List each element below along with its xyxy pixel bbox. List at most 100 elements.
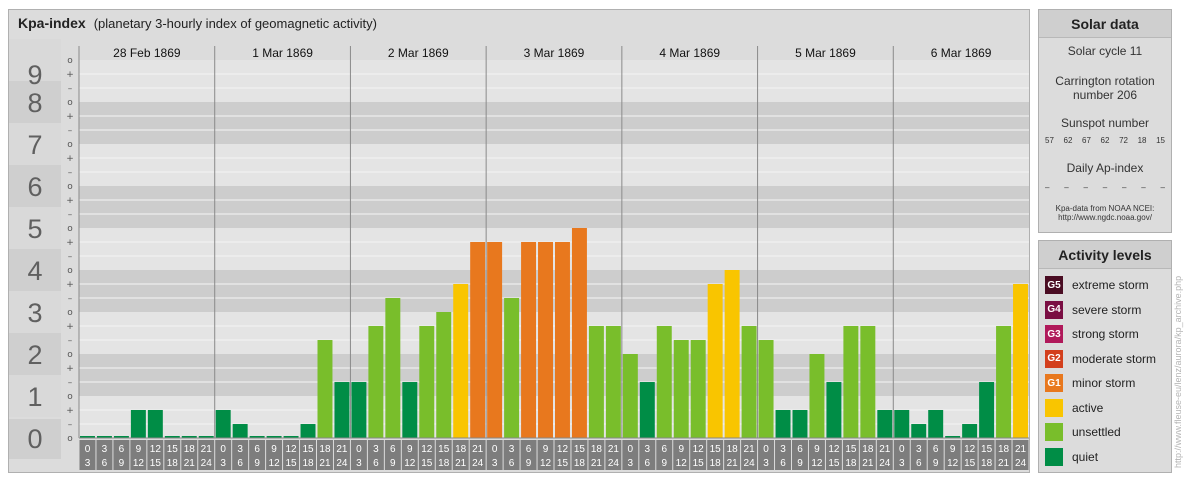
chart-title: Kpa-index (planetary 3-hourly index of ge… (18, 15, 377, 31)
interval-start-label: 21 (1015, 444, 1027, 455)
activity-levels-legend: Activity levels G5 extreme storm G4 seve… (1038, 240, 1172, 473)
source-line2[interactable]: http://www.ngdc.noaa.gov/ (1058, 213, 1152, 222)
kp-band (79, 144, 1029, 186)
solar-data-title: Solar data (1039, 10, 1171, 38)
interval-end-label: 6 (645, 458, 651, 469)
sub-tick-label: o (67, 182, 73, 192)
day-label: 3 Mar 1869 (524, 46, 585, 60)
kp-bar (843, 325, 859, 438)
interval-start-label: 9 (407, 444, 413, 455)
kp-bar (996, 325, 1012, 438)
interval-end-label: 9 (933, 458, 939, 469)
interval-box (503, 440, 520, 470)
interval-box (249, 440, 266, 470)
interval-end-label: 15 (693, 458, 705, 469)
interval-box (673, 440, 690, 470)
interval-start-label: 12 (964, 444, 976, 455)
interval-end-label: 18 (167, 458, 179, 469)
y-tick-band (9, 123, 61, 165)
ap-value: – (1102, 183, 1108, 192)
interval-box (859, 440, 876, 470)
carrington-line1: Carrington rotation (1055, 74, 1155, 88)
y-tick-band (9, 39, 61, 81)
kpa-chart-panel: Kpa-index (planetary 3-hourly index of ge… (8, 9, 1030, 473)
kp-bar (300, 424, 316, 438)
interval-end-label: 21 (319, 458, 331, 469)
legend-item-g4: G4 severe storm (1039, 298, 1171, 323)
sunspot-value: 15 (1156, 136, 1165, 145)
interval-end-label: 18 (981, 458, 993, 469)
interval-box (469, 440, 486, 470)
sub-tick-label: – (68, 168, 73, 178)
interval-box (842, 440, 859, 470)
interval-box (605, 440, 622, 470)
kp-bar (877, 409, 893, 438)
y-tick-band (9, 165, 61, 207)
sub-tick-label: – (68, 420, 73, 430)
sunspot-value: 62 (1063, 136, 1073, 145)
kp-bar (436, 312, 452, 438)
interval-end-label: 24 (201, 458, 213, 469)
interval-start-label: 9 (136, 444, 142, 455)
sub-tick-label: – (68, 210, 73, 220)
interval-start-label: 3 (645, 444, 651, 455)
kp-bar (538, 241, 553, 438)
ap-label: Daily Ap-index (1066, 161, 1144, 175)
interval-start-label: 9 (678, 444, 684, 455)
sub-tick-label: + (66, 154, 74, 164)
kp-bar (758, 340, 774, 438)
legend-label: severe storm (1072, 302, 1142, 317)
interval-box (520, 440, 537, 470)
interval-end-label: 15 (964, 458, 976, 469)
kp-bar (555, 241, 570, 438)
legend-item-active: active (1039, 396, 1171, 421)
interval-box (452, 440, 469, 470)
interval-end-label: 18 (845, 458, 857, 469)
y-tick-band (9, 375, 61, 417)
interval-start-label: 18 (455, 444, 467, 455)
legend-swatch: G1 (1045, 374, 1063, 393)
kp-band (79, 312, 1029, 354)
interval-box (164, 440, 181, 470)
sub-tick-label: o (67, 98, 73, 108)
interval-box (622, 440, 639, 470)
kp-bar (588, 325, 604, 438)
kp-bar (80, 436, 95, 438)
legend-item-unsettled: unsettled (1039, 420, 1171, 445)
interval-start-label: 15 (845, 444, 857, 455)
interval-box (707, 440, 724, 470)
kp-bar (724, 270, 740, 438)
interval-start-label: 21 (608, 444, 620, 455)
day-label: 5 Mar 1869 (795, 46, 856, 60)
ap-values: – – – – – – – (1039, 183, 1171, 192)
interval-box (554, 440, 571, 470)
interval-end-label: 18 (302, 458, 314, 469)
kp-bar (928, 409, 944, 438)
sub-tick-label: + (66, 364, 74, 374)
legend-swatch (1045, 398, 1063, 417)
interval-box (130, 440, 147, 470)
interval-box (283, 440, 300, 470)
interval-box (317, 440, 333, 470)
interval-end-label: 3 (356, 458, 362, 469)
sub-tick-label: o (67, 434, 73, 444)
interval-start-label: 3 (780, 444, 786, 455)
kp-bar (521, 241, 537, 438)
interval-box (792, 440, 808, 470)
interval-start-label: 0 (356, 444, 362, 455)
interval-start-label: 18 (998, 444, 1010, 455)
kp-bar (1013, 283, 1028, 438)
interval-start-label: 6 (526, 444, 532, 455)
interval-start-label: 9 (950, 444, 956, 455)
interval-end-label: 12 (404, 458, 416, 469)
kp-bar (962, 424, 978, 438)
legend-label: unsettled (1072, 425, 1121, 440)
interval-box (927, 440, 944, 470)
sunspot-values: 57 62 67 62 72 18 15 (1039, 136, 1171, 145)
legend-swatch: G3 (1045, 325, 1063, 344)
legend-label: extreme storm (1072, 278, 1149, 293)
interval-end-label: 3 (628, 458, 634, 469)
interval-end-label: 12 (133, 458, 145, 469)
interval-box (961, 440, 978, 470)
kp-bar (894, 409, 910, 438)
